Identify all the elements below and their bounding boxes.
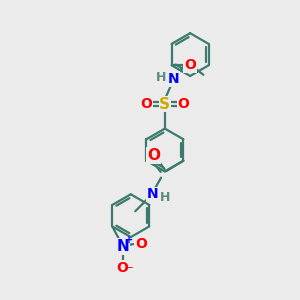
Text: S: S [159, 97, 170, 112]
Text: H: H [156, 71, 166, 84]
Text: N: N [168, 72, 180, 86]
Text: O: O [147, 148, 160, 163]
Text: N: N [116, 239, 129, 254]
Text: O: O [177, 97, 189, 111]
Text: N: N [146, 187, 158, 201]
Text: O: O [135, 237, 147, 250]
Text: O: O [140, 97, 152, 111]
Text: +: + [125, 235, 133, 245]
Text: O: O [184, 58, 196, 72]
Text: H: H [160, 191, 170, 204]
Text: ⁻: ⁻ [126, 265, 133, 278]
Text: O: O [117, 261, 129, 275]
